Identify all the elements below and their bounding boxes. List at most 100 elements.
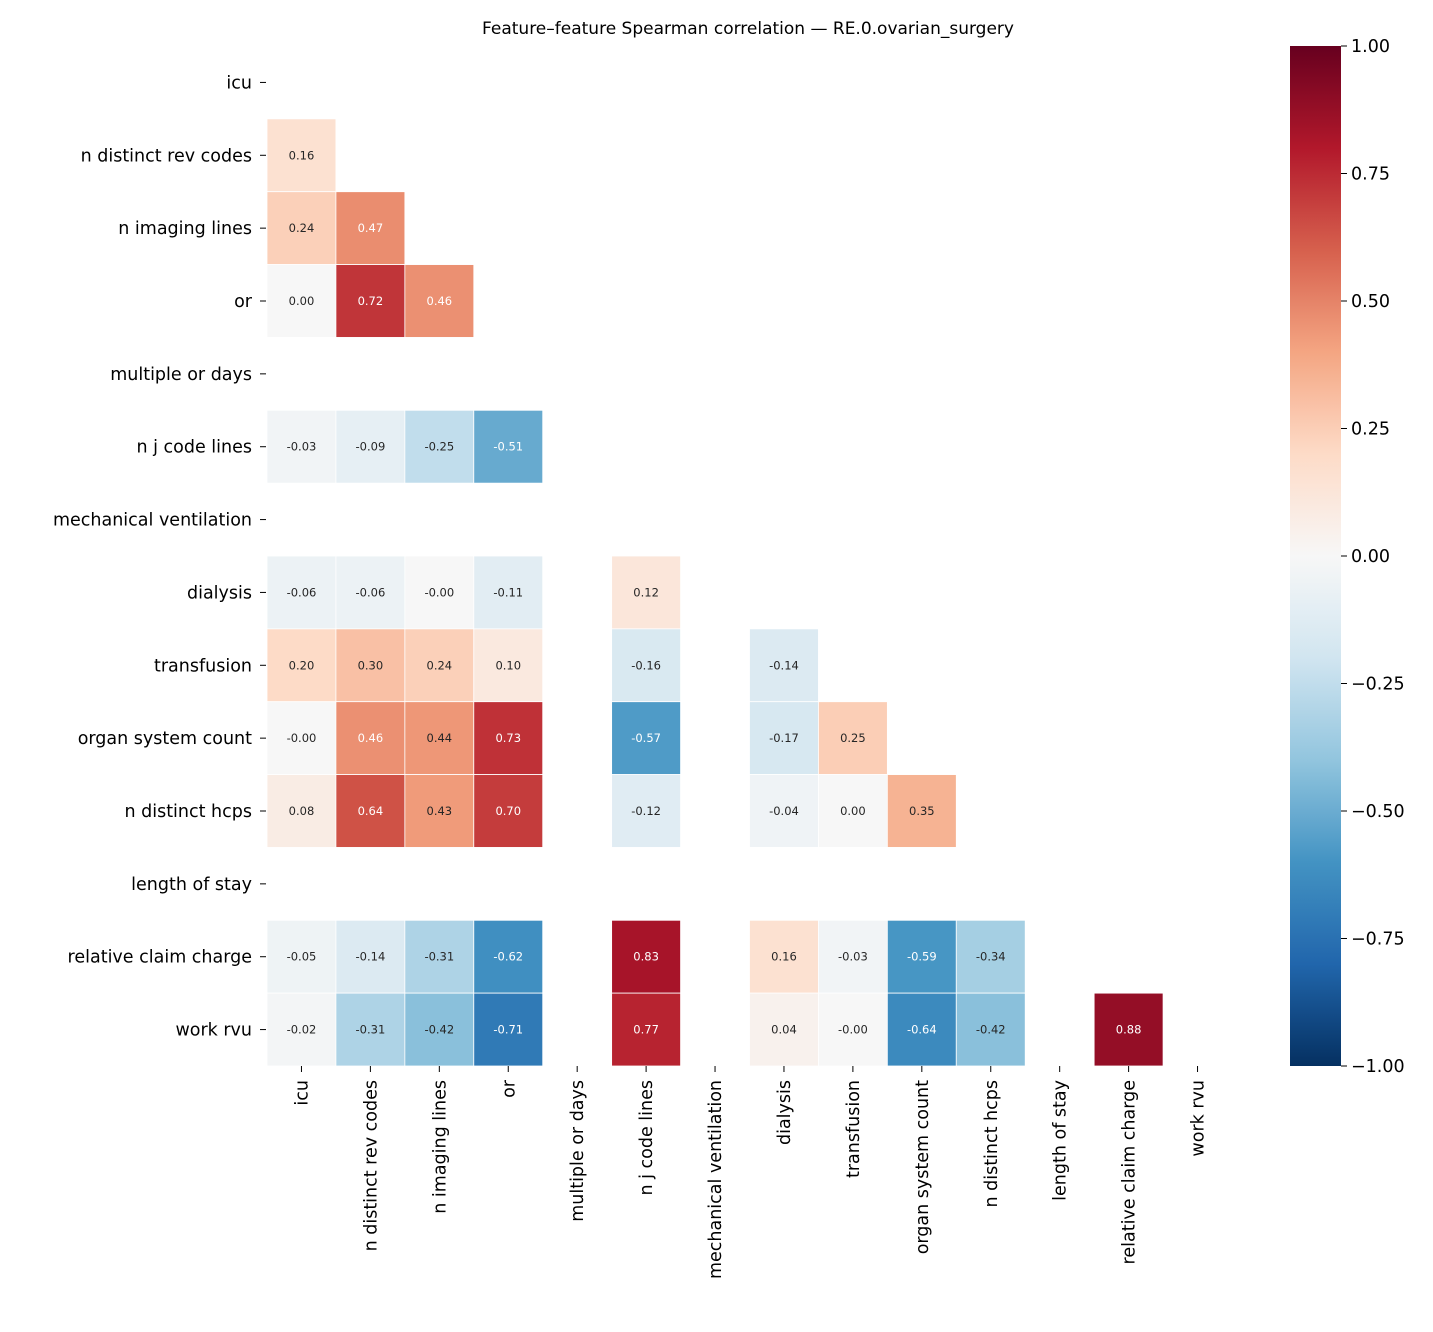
y-tick-label: work rvu	[175, 1021, 252, 1041]
heatmap-cell	[404, 992, 475, 1067]
cell-value-label: 0.25	[840, 731, 866, 745]
colorbar-tick-label: −0.25	[1351, 675, 1405, 695]
heatmap-cell	[404, 264, 475, 338]
cell-value-label: 0.73	[495, 731, 521, 745]
cell-value-label: -0.34	[976, 950, 1006, 964]
cell-value-label: -0.03	[287, 440, 317, 454]
heatmap-cell	[266, 919, 337, 994]
cell-value-label: 0.43	[427, 804, 453, 818]
x-tick-label: dialysis	[775, 1080, 795, 1145]
colorbar-tick-label: −1.00	[1351, 1057, 1405, 1077]
cell-value-label: -0.00	[287, 731, 317, 745]
heatmap-cell	[473, 919, 544, 994]
cell-value-label: 0.00	[840, 804, 866, 818]
cell-value-label: -0.11	[493, 585, 523, 599]
cell-value-label: -0.51	[493, 440, 523, 454]
heatmap-cell	[886, 774, 957, 848]
heatmap-cell	[335, 919, 406, 994]
y-tick-label: length of stay	[131, 875, 252, 895]
heatmap-cell	[266, 628, 337, 703]
heatmap-cell	[266, 701, 337, 775]
heatmap-cells: 0.16 0.24 0.47 0.00 0.72 0.46 -0.03 -0.09 -0.25 -…	[266, 118, 1164, 1067]
cell-value-label: 0.16	[771, 950, 797, 964]
y-tick-label: transfusion	[154, 656, 252, 676]
cell-value-label: -0.62	[493, 950, 523, 964]
cell-value-label: -0.02	[287, 1023, 317, 1037]
cell-value-label: 0.46	[427, 294, 453, 308]
cell-value-label: -0.09	[356, 440, 386, 454]
y-tick-label: n distinct hcps	[124, 802, 252, 822]
colorbar: 1.00 0.75 0.50 0.25 0.00 −0.25 −0.50 −0.75 −1.00	[1290, 37, 1405, 1077]
cell-value-label: -0.59	[907, 950, 937, 964]
cell-value-label: 0.64	[358, 804, 384, 818]
y-tick-label: relative claim charge	[68, 948, 252, 968]
heatmap-cell	[266, 264, 337, 338]
heatmap-cell	[335, 555, 406, 630]
heatmap-cell	[266, 774, 337, 848]
heatmap-cell	[611, 774, 681, 848]
cell-value-label: -0.42	[976, 1023, 1006, 1037]
y-tick-label: icu	[226, 73, 252, 93]
colorbar-tick-label: 0.75	[1351, 165, 1390, 185]
heatmap-cell	[611, 628, 681, 703]
heatmap-cell	[1093, 992, 1164, 1067]
heatmap-cell	[266, 992, 337, 1067]
cell-value-label: 0.46	[358, 731, 384, 745]
heatmap-cell	[749, 774, 819, 848]
chart-title: Feature–feature Spearman correlation — R…	[482, 19, 1014, 39]
heatmap-cell	[266, 191, 337, 265]
y-tick-label: organ system count	[78, 729, 252, 749]
heatmap-cell	[404, 409, 475, 484]
cell-value-label: 0.20	[289, 658, 315, 672]
y-tick-label: multiple or days	[110, 365, 252, 385]
cell-value-label: -0.00	[424, 585, 454, 599]
heatmap-cell	[749, 992, 819, 1067]
cell-value-label: 0.24	[427, 658, 453, 672]
heatmap-cell	[335, 992, 406, 1067]
heatmap-cell	[473, 409, 544, 484]
x-tick-label: or	[499, 1079, 519, 1098]
heatmap-cell	[818, 701, 888, 775]
cell-value-label: -0.05	[287, 950, 317, 964]
heatmap-cell	[473, 992, 544, 1067]
y-tick-label: dialysis	[187, 583, 252, 603]
colorbar-tick-label: −0.75	[1351, 930, 1405, 950]
heatmap-cell	[335, 264, 406, 338]
y-axis-labels: icu n distinct rev codes n imaging lines or…	[53, 73, 266, 1041]
colorbar-tick-label: 1.00	[1351, 37, 1390, 57]
cell-value-label: -0.14	[356, 950, 386, 964]
heatmap-cell	[818, 919, 888, 994]
y-tick-label: mechanical ventilation	[53, 511, 252, 531]
heatmap-cell	[611, 992, 681, 1067]
cell-value-label: 0.12	[633, 585, 659, 599]
x-tick-label: organ system count	[913, 1080, 933, 1254]
x-axis-labels: icu n distinct rev codes n imaging lines or…	[292, 1066, 1209, 1279]
heatmap-cell	[818, 774, 888, 848]
cell-value-label: 0.08	[289, 804, 315, 818]
cell-value-label: 0.88	[1116, 1023, 1142, 1037]
heatmap-cell	[335, 409, 406, 484]
colorbar-tick-label: 0.50	[1351, 292, 1390, 312]
x-tick-label: work rvu	[1189, 1080, 1209, 1157]
y-tick-label: n distinct rev codes	[81, 146, 252, 166]
cell-value-label: 0.72	[358, 294, 384, 308]
cell-value-label: 0.70	[495, 804, 521, 818]
cell-value-label: 0.77	[633, 1023, 659, 1037]
heatmap-cell	[955, 992, 1026, 1067]
cell-value-label: 0.35	[909, 804, 935, 818]
heatmap-cell	[955, 919, 1026, 994]
heatmap-cell	[473, 628, 544, 703]
x-tick-label: multiple or days	[568, 1080, 588, 1222]
x-tick-label: n j code lines	[637, 1080, 657, 1196]
cell-value-label: -0.06	[356, 585, 386, 599]
heatmap-cell	[473, 555, 544, 630]
cell-value-label: -0.12	[631, 804, 661, 818]
cell-value-label: -0.16	[631, 658, 661, 672]
heatmap-cell	[266, 118, 337, 193]
cell-value-label: 0.10	[495, 658, 521, 672]
cell-value-label: -0.71	[493, 1023, 523, 1037]
cell-value-label: -0.25	[424, 440, 454, 454]
heatmap-cell	[611, 555, 681, 630]
heatmap-cell	[404, 628, 475, 703]
